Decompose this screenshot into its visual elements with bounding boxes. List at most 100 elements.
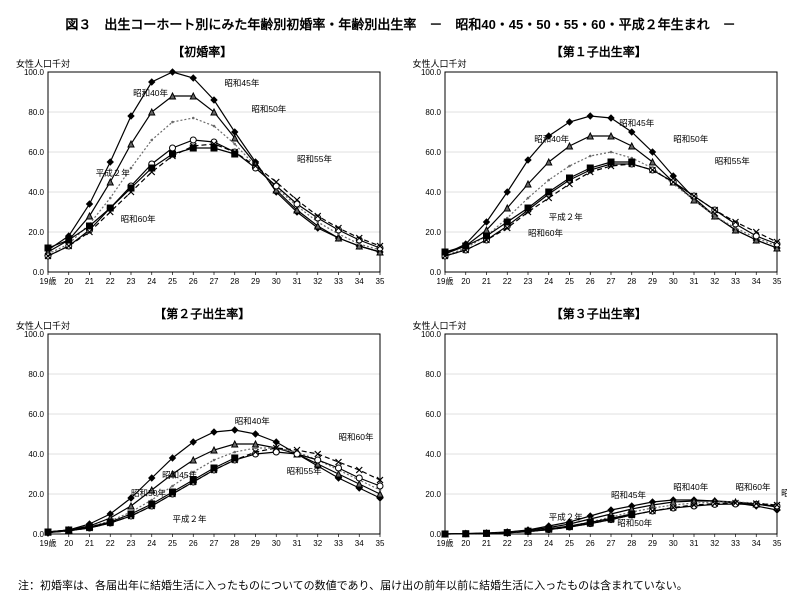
svg-text:昭和60年: 昭和60年 — [121, 214, 156, 224]
svg-text:33: 33 — [334, 539, 343, 548]
svg-text:22: 22 — [106, 277, 115, 286]
svg-text:27: 27 — [606, 277, 615, 286]
svg-text:20: 20 — [461, 539, 470, 548]
panel-2: 女性人口千対 【第１子出生率】 0.020.040.060.080.0100.0… — [407, 43, 792, 297]
figure-title: 図３ 出生コーホート別にみた年齢別初婚率・年齢別出生率 － 昭和40・45・50… — [10, 14, 791, 33]
svg-text:昭和40年: 昭和40年 — [673, 482, 708, 492]
svg-text:60.0: 60.0 — [28, 148, 44, 157]
svg-text:0.0: 0.0 — [429, 268, 441, 277]
svg-text:29: 29 — [251, 277, 260, 286]
svg-text:昭和45年: 昭和45年 — [611, 490, 646, 500]
svg-text:60.0: 60.0 — [425, 148, 441, 157]
svg-text:平成２年: 平成２年 — [548, 512, 583, 522]
panel-3-svg: 0.020.040.060.080.0100.019歳2021222324252… — [10, 324, 390, 559]
svg-text:21: 21 — [482, 539, 491, 548]
y-axis-label: 女性人口千対 — [16, 57, 70, 70]
svg-text:20.0: 20.0 — [28, 490, 44, 499]
svg-text:昭和50年: 昭和50年 — [131, 488, 166, 498]
svg-text:26: 26 — [189, 539, 198, 548]
svg-text:24: 24 — [544, 539, 553, 548]
svg-text:21: 21 — [85, 277, 94, 286]
svg-text:40.0: 40.0 — [425, 188, 441, 197]
svg-text:昭和50年: 昭和50年 — [617, 518, 652, 528]
svg-text:30: 30 — [272, 277, 281, 286]
svg-text:20.0: 20.0 — [425, 490, 441, 499]
svg-text:35: 35 — [772, 277, 781, 286]
svg-text:80.0: 80.0 — [28, 370, 44, 379]
svg-text:平成２年: 平成２年 — [173, 514, 208, 524]
svg-text:昭和40年: 昭和40年 — [534, 134, 569, 144]
svg-text:32: 32 — [313, 539, 322, 548]
y-axis-label: 女性人口千対 — [16, 319, 70, 332]
svg-text:27: 27 — [210, 539, 219, 548]
svg-text:20: 20 — [64, 277, 73, 286]
panel-grid: 女性人口千対 【初婚率】 0.020.040.060.080.0100.019歳… — [10, 43, 791, 559]
svg-text:33: 33 — [731, 277, 740, 286]
svg-text:25: 25 — [565, 539, 574, 548]
footnote: 注：初婚率は、各届出年に結婚生活に入ったものについての数値であり、届け出の前年以… — [10, 577, 791, 593]
panel-4: 女性人口千対 【第３子出生率】 0.020.040.060.080.0100.0… — [407, 305, 792, 559]
svg-text:35: 35 — [376, 277, 385, 286]
svg-text:25: 25 — [565, 277, 574, 286]
y-axis-label: 女性人口千対 — [413, 319, 467, 332]
svg-text:20: 20 — [64, 539, 73, 548]
svg-text:29: 29 — [648, 277, 657, 286]
svg-text:23: 23 — [523, 539, 532, 548]
svg-text:30: 30 — [272, 539, 281, 548]
svg-text:33: 33 — [334, 277, 343, 286]
svg-text:27: 27 — [210, 277, 219, 286]
svg-text:25: 25 — [168, 277, 177, 286]
panel-4-svg: 0.020.040.060.080.0100.019歳2021222324252… — [407, 324, 787, 559]
svg-text:24: 24 — [147, 539, 156, 548]
svg-text:29: 29 — [251, 539, 260, 548]
svg-text:34: 34 — [751, 539, 760, 548]
svg-text:31: 31 — [293, 539, 302, 548]
svg-text:0.0: 0.0 — [429, 530, 441, 539]
svg-text:昭和60年: 昭和60年 — [339, 432, 374, 442]
svg-text:60.0: 60.0 — [28, 410, 44, 419]
svg-text:19歳: 19歳 — [436, 538, 453, 548]
svg-text:0.0: 0.0 — [33, 530, 45, 539]
svg-text:34: 34 — [355, 539, 364, 548]
svg-text:昭和45年: 昭和45年 — [619, 118, 654, 128]
svg-text:23: 23 — [127, 277, 136, 286]
svg-text:32: 32 — [313, 277, 322, 286]
svg-text:30: 30 — [668, 277, 677, 286]
svg-text:昭和40年: 昭和40年 — [235, 416, 270, 426]
svg-text:30: 30 — [668, 539, 677, 548]
svg-text:26: 26 — [585, 539, 594, 548]
svg-text:22: 22 — [502, 539, 511, 548]
svg-text:27: 27 — [606, 539, 615, 548]
svg-text:22: 22 — [106, 539, 115, 548]
svg-text:31: 31 — [689, 539, 698, 548]
svg-text:昭和55年: 昭和55年 — [781, 488, 787, 498]
svg-text:19歳: 19歳 — [40, 276, 57, 286]
svg-text:80.0: 80.0 — [425, 370, 441, 379]
panel-1: 女性人口千対 【初婚率】 0.020.040.060.080.0100.019歳… — [10, 43, 395, 297]
svg-text:20: 20 — [461, 277, 470, 286]
svg-text:昭和40年: 昭和40年 — [133, 88, 168, 98]
svg-text:26: 26 — [189, 277, 198, 286]
svg-text:20.0: 20.0 — [425, 228, 441, 237]
svg-text:25: 25 — [168, 539, 177, 548]
svg-text:昭和50年: 昭和50年 — [251, 104, 286, 114]
svg-text:26: 26 — [585, 277, 594, 286]
svg-text:昭和55年: 昭和55年 — [287, 466, 322, 476]
svg-text:33: 33 — [731, 539, 740, 548]
svg-text:24: 24 — [147, 277, 156, 286]
svg-text:21: 21 — [85, 539, 94, 548]
svg-text:昭和45年: 昭和45年 — [162, 470, 197, 480]
svg-text:28: 28 — [230, 539, 239, 548]
svg-text:19歳: 19歳 — [436, 276, 453, 286]
svg-text:31: 31 — [689, 277, 698, 286]
svg-text:31: 31 — [293, 277, 302, 286]
svg-text:40.0: 40.0 — [28, 188, 44, 197]
svg-text:22: 22 — [502, 277, 511, 286]
svg-text:19歳: 19歳 — [40, 538, 57, 548]
svg-text:昭和55年: 昭和55年 — [714, 156, 749, 166]
svg-text:28: 28 — [627, 539, 636, 548]
svg-text:昭和55年: 昭和55年 — [297, 154, 332, 164]
svg-text:32: 32 — [710, 539, 719, 548]
svg-text:80.0: 80.0 — [28, 108, 44, 117]
svg-text:昭和45年: 昭和45年 — [224, 78, 259, 88]
